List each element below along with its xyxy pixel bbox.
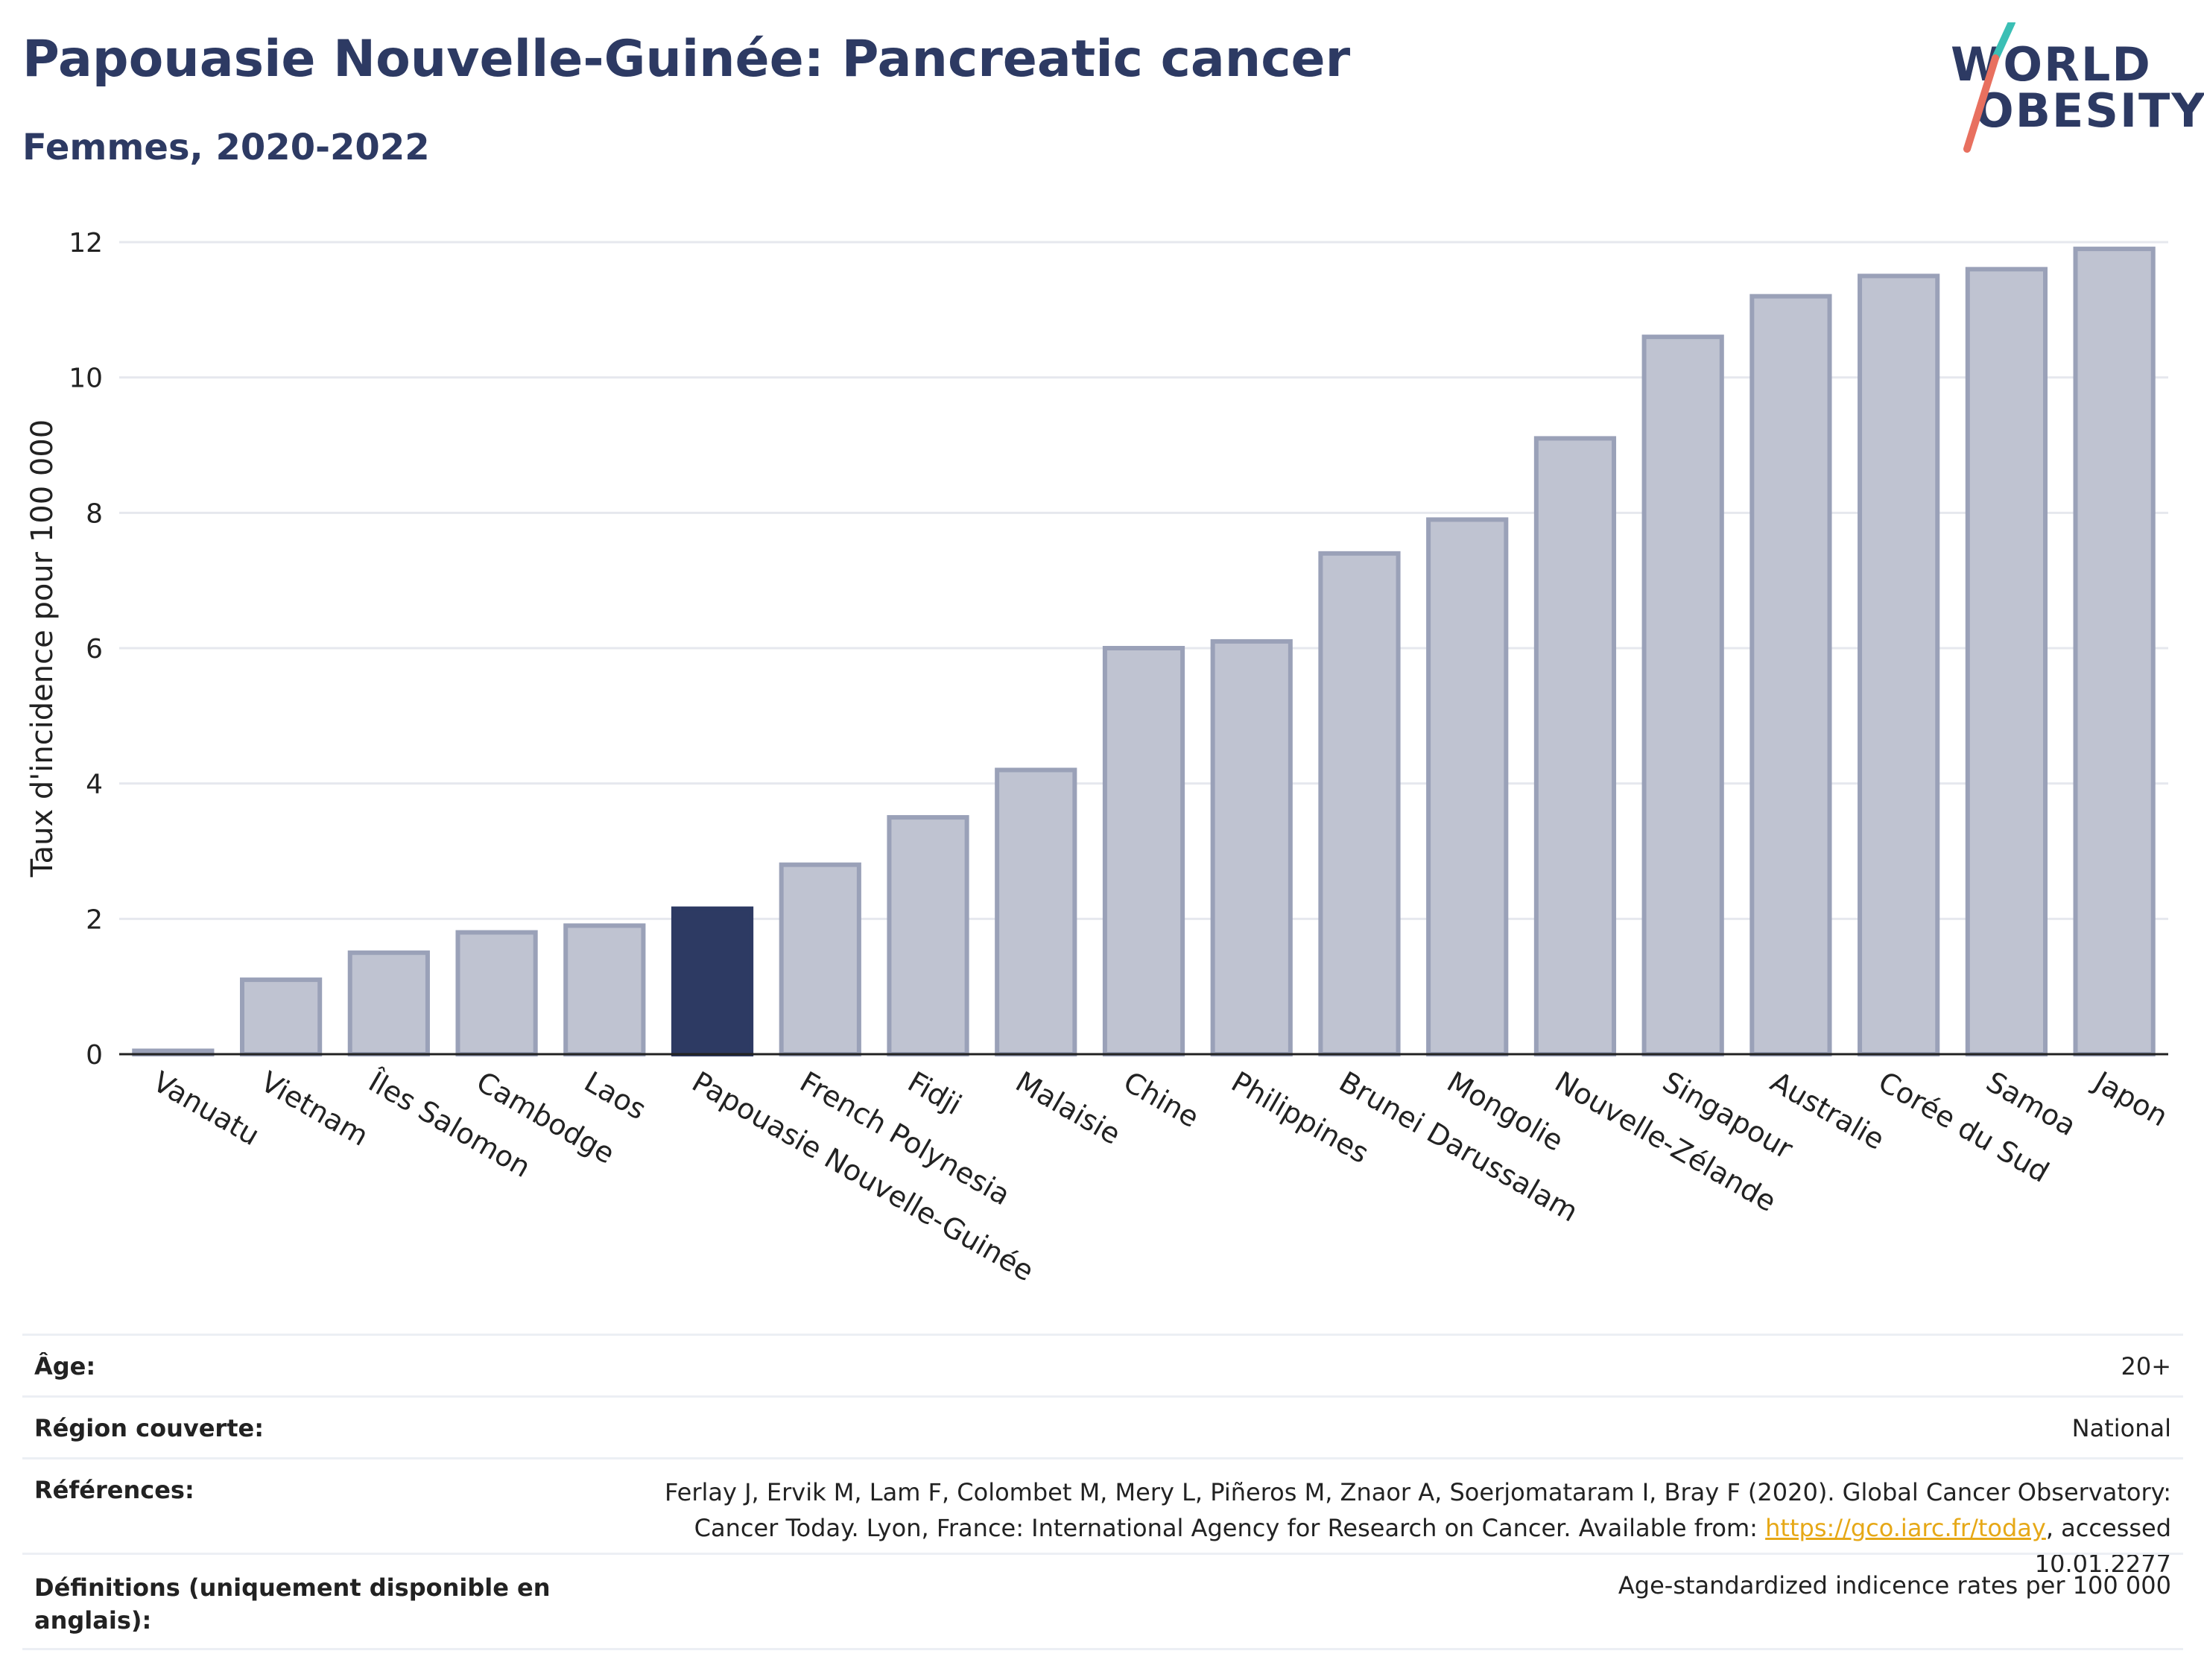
bar[interactable] <box>671 906 754 1056</box>
logo-slash-icon <box>1963 22 2015 153</box>
meta-row-region: Région couverte: National <box>22 1395 2183 1457</box>
region-value: National <box>2071 1414 2171 1442</box>
chart-subtitle: Femmes, 2020-2022 <box>22 127 430 168</box>
x-tick-label: Chine <box>1118 1065 1205 1134</box>
bar[interactable] <box>1102 646 1185 1056</box>
bar[interactable] <box>887 815 969 1056</box>
x-tick-label: Laos <box>579 1065 652 1126</box>
x-tick-label: Vanuatu <box>148 1065 265 1152</box>
bars <box>132 247 2156 1057</box>
bar[interactable] <box>2073 247 2156 1056</box>
y-tick-label: 4 <box>86 770 103 800</box>
bar[interactable] <box>347 950 430 1056</box>
references-value: Ferlay J, Ervik M, Lam F, Colombet M, Me… <box>607 1474 2171 1582</box>
y-tick-labels: 0 2 4 6 8 10 12 <box>69 228 103 1071</box>
x-tick-label: Malaisie <box>1010 1065 1127 1151</box>
meta-row-references: Références: Ferlay J, Ervik M, Lam F, Co… <box>22 1457 2183 1578</box>
meta-row-definitions: Définitions (uniquement disponible en an… <box>22 1553 2183 1650</box>
meta-row-age: Âge: 20+ <box>22 1334 2183 1395</box>
world-obesity-logo: WORLD OBESITY <box>1937 22 2204 156</box>
bar[interactable] <box>240 977 323 1057</box>
metadata-table: Âge: 20+ Région couverte: National Référ… <box>22 1334 2183 1650</box>
bar[interactable] <box>563 923 646 1057</box>
bar[interactable] <box>779 862 861 1057</box>
references-label: Références: <box>34 1476 194 1504</box>
bar[interactable] <box>1426 517 1509 1056</box>
x-tick-label: Fidji <box>902 1065 967 1122</box>
x-tick-label: Vietnam <box>256 1065 374 1153</box>
bar[interactable] <box>1641 335 1724 1056</box>
y-tick-label: 6 <box>86 634 103 665</box>
bar[interactable] <box>1318 551 1401 1057</box>
y-tick-label: 8 <box>86 498 103 529</box>
age-value: 20+ <box>2121 1352 2171 1381</box>
x-tick-label: Japon <box>2087 1065 2173 1133</box>
references-text: Ferlay J, Ervik M, Lam F, Colombet M, Me… <box>665 1478 2171 1542</box>
bar[interactable] <box>455 930 538 1056</box>
bar[interactable] <box>1858 273 1940 1057</box>
bar[interactable] <box>995 767 1077 1056</box>
bar[interactable] <box>1210 638 1293 1056</box>
definitions-value: Age-standardized indicence rates per 100… <box>1618 1571 2171 1600</box>
y-tick-label: 12 <box>69 228 103 259</box>
y-tick-label: 0 <box>86 1040 103 1071</box>
chart-title: Papouasie Nouvelle-Guinée: Pancreatic ca… <box>22 30 1351 89</box>
y-axis-title: Taux d'incidence pour 100 000 <box>25 419 60 878</box>
references-link[interactable]: https://gco.iarc.fr/today <box>1765 1514 2046 1542</box>
y-tick-label: 2 <box>86 904 103 935</box>
bar[interactable] <box>1749 294 1832 1056</box>
logo-word-bottom: OBESITY <box>1975 83 2204 138</box>
bar[interactable] <box>1533 436 1617 1056</box>
bar[interactable] <box>1965 267 2048 1056</box>
y-tick-label: 10 <box>69 364 103 394</box>
age-label: Âge: <box>34 1352 96 1381</box>
region-label: Région couverte: <box>34 1414 264 1442</box>
definitions-label: Définitions (uniquement disponible en an… <box>34 1573 551 1635</box>
